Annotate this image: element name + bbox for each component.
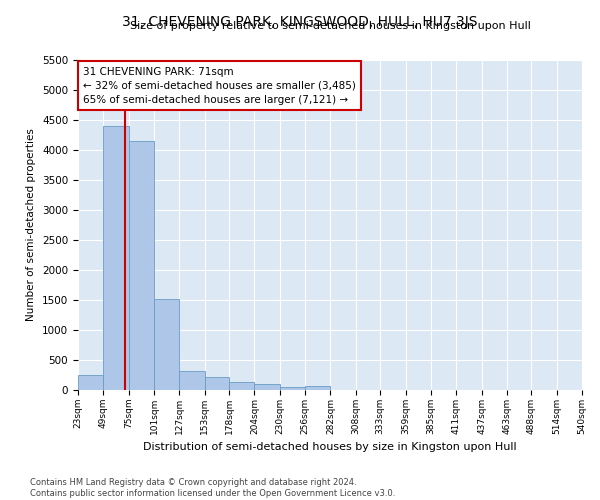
X-axis label: Distribution of semi-detached houses by size in Kingston upon Hull: Distribution of semi-detached houses by … (143, 442, 517, 452)
Bar (78, 375, 103, 390)
Bar (305, 386, 331, 390)
Bar (128, 141, 154, 390)
Text: 31, CHEVENING PARK, KINGSWOOD, HULL, HU7 3JS: 31, CHEVENING PARK, KINGSWOOD, HULL, HU7… (122, 15, 478, 29)
Bar (205, 377, 229, 390)
Bar (229, 382, 254, 390)
Bar (280, 387, 305, 390)
Title: Size of property relative to semi-detached houses in Kingston upon Hull: Size of property relative to semi-detach… (130, 22, 530, 32)
Bar (154, 299, 179, 390)
Bar (103, 126, 128, 390)
Bar (179, 372, 205, 390)
Text: 31 CHEVENING PARK: 71sqm
← 32% of semi-detached houses are smaller (3,485)
65% o: 31 CHEVENING PARK: 71sqm ← 32% of semi-d… (83, 66, 356, 104)
Text: Contains HM Land Registry data © Crown copyright and database right 2024.
Contai: Contains HM Land Registry data © Crown c… (30, 478, 395, 498)
Bar (254, 384, 280, 390)
Y-axis label: Number of semi-detached properties: Number of semi-detached properties (26, 128, 37, 322)
